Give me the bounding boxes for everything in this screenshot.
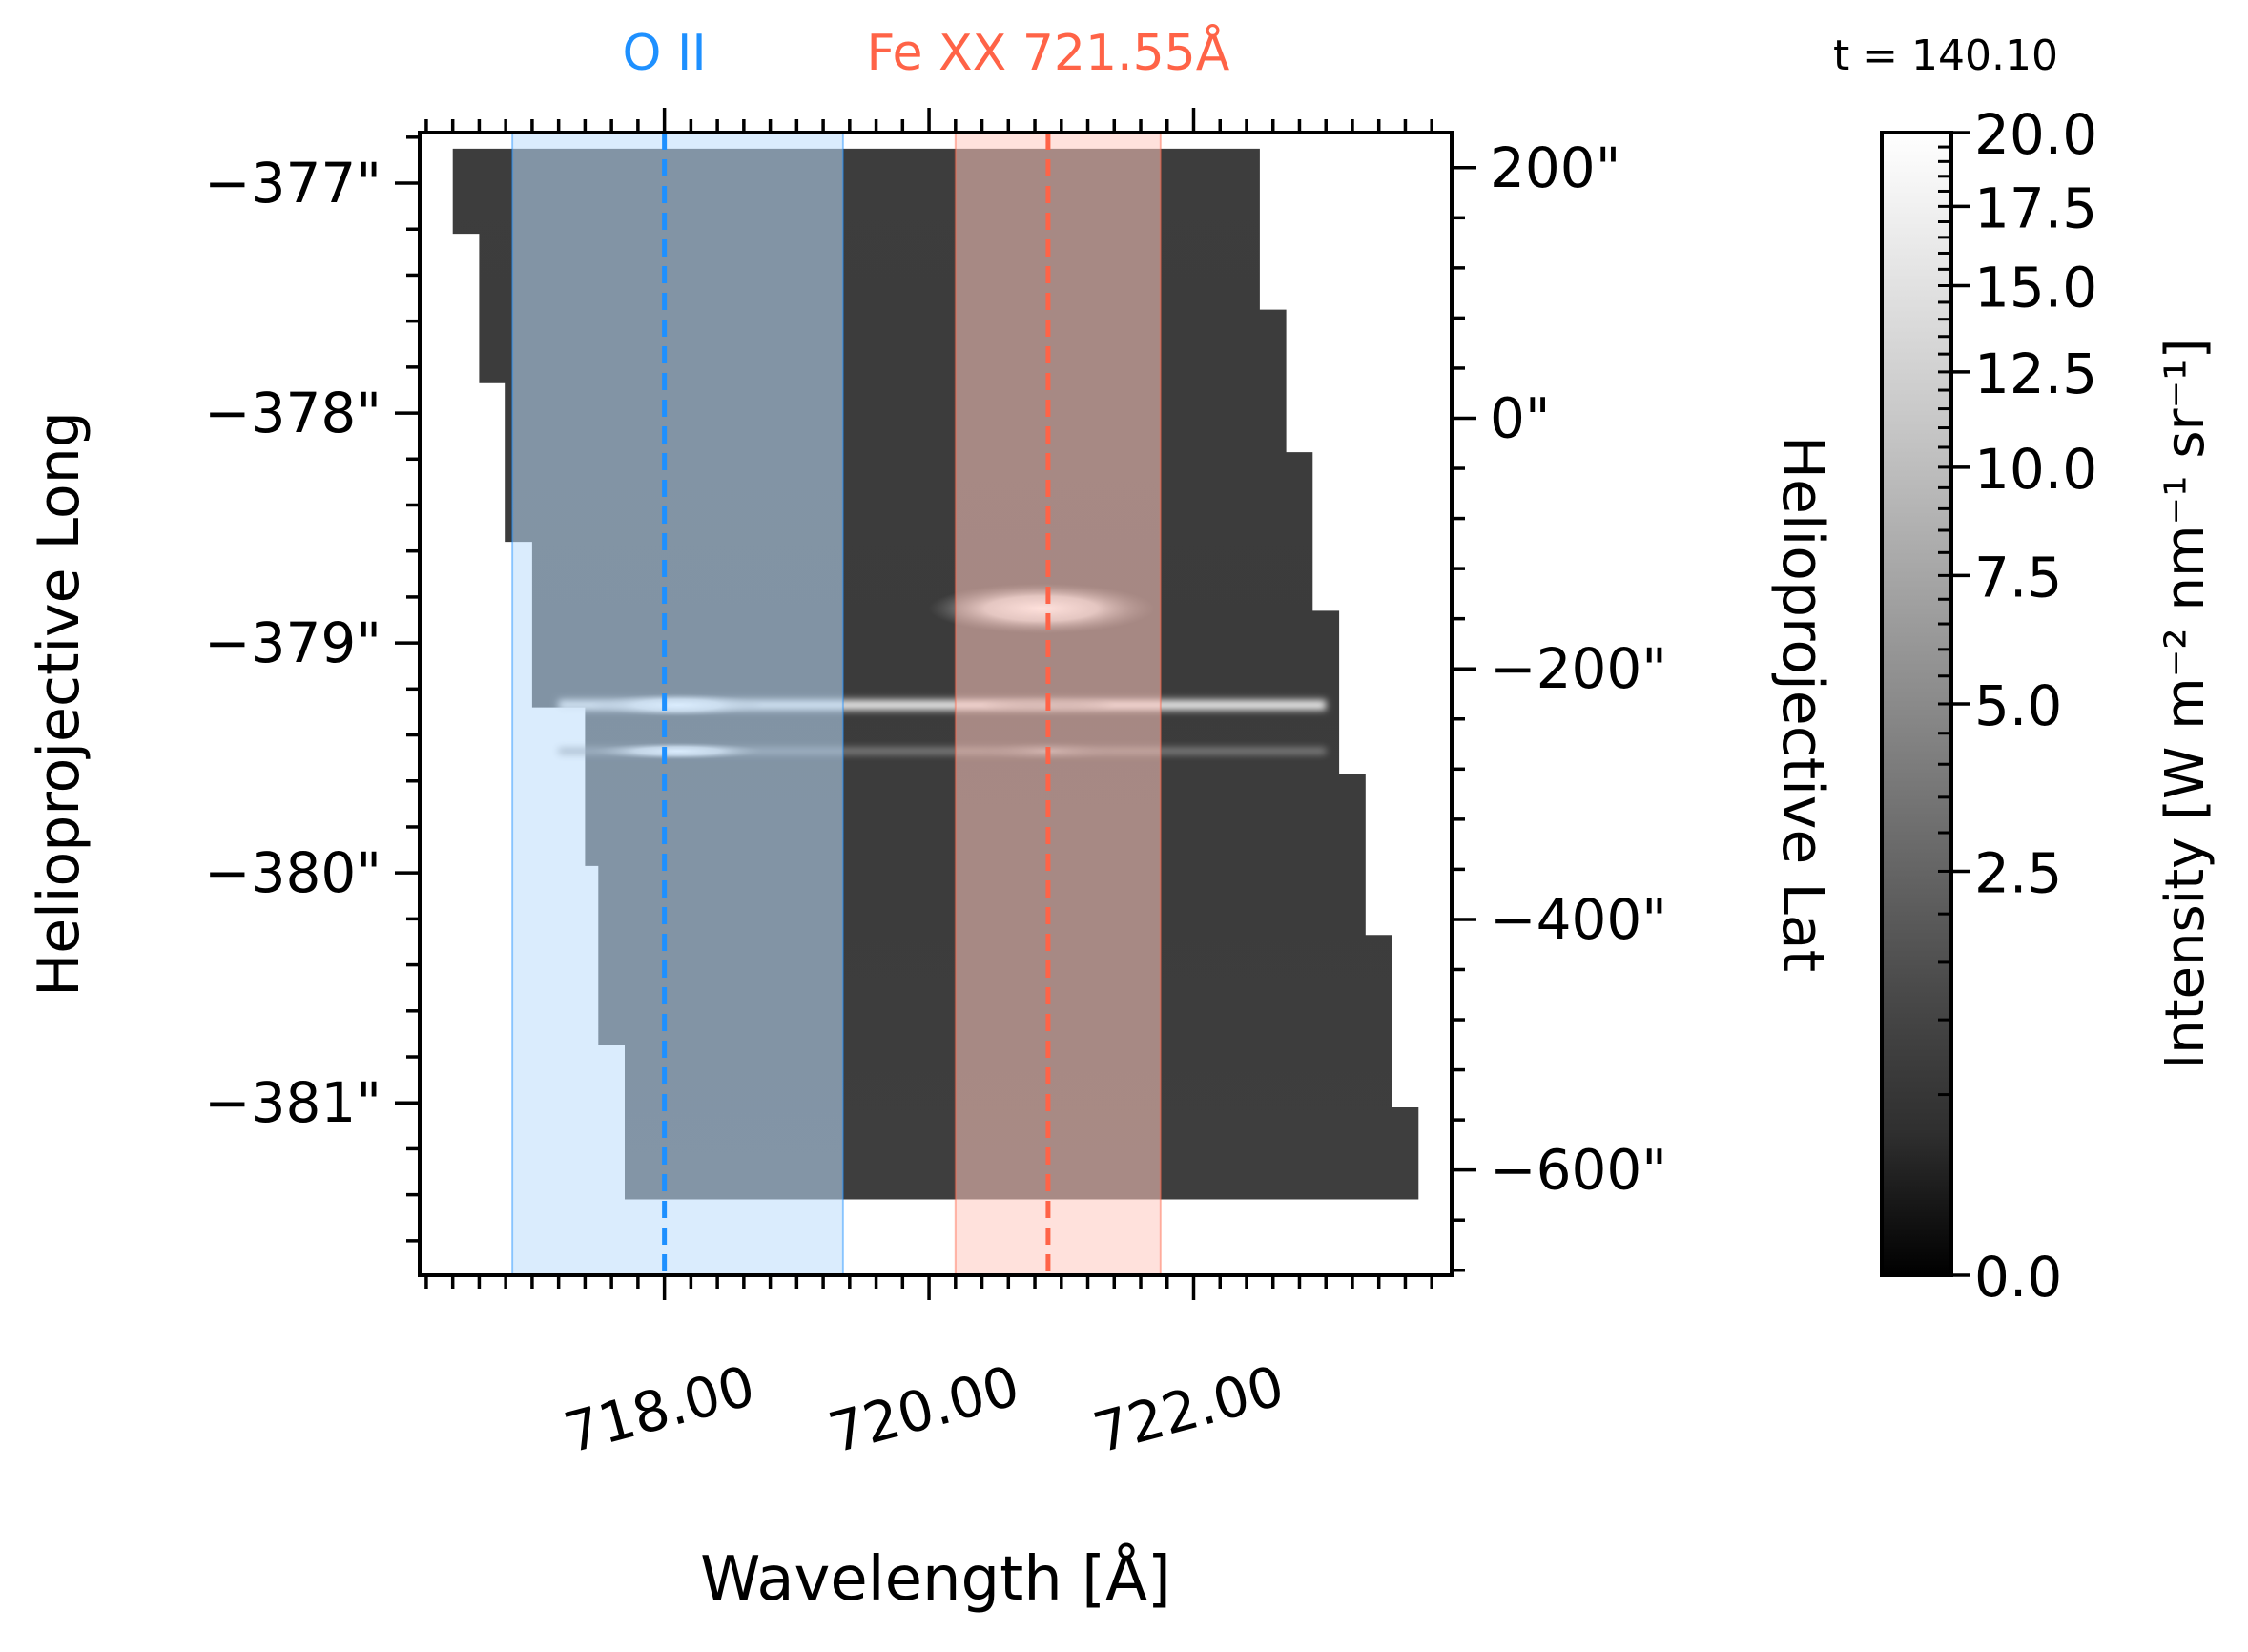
x-axis-ticks: 718.00 720.00 722.00 [424,1275,1433,1466]
line-window-band [954,132,1162,1276]
colorbar-tick-label: 12.5 [1974,341,2097,406]
colorbar-tick-label: 15.0 [1974,256,2097,320]
left-tick-label: −381" [204,1070,382,1135]
x-tick-label: 720.00 [822,1353,1026,1466]
left-axis-ticks: −377" −378" −379" −380" −381" [204,135,420,1243]
line-windows [511,132,1162,1276]
right-tick-label: −400" [1490,887,1667,952]
colorbar-label: Intensity [W m⁻² nm⁻¹ sr⁻¹] [2155,339,2217,1070]
left-tick-label: −380" [204,840,382,905]
colorbar-tick-label: 10.0 [1974,437,2097,502]
colorbar: 0.0 2.5 5.0 7.5 10.0 12.5 15.0 17.5 20.0 Intensi… [1880,102,2217,1310]
colorbar-tick-label: 20.0 [1974,102,2097,167]
line-label: O II [623,25,707,82]
emission-streak [558,748,1327,754]
x-tick-label: 718.00 [558,1353,762,1466]
left-axis-label: Helioprojective Long [26,411,93,997]
right-tick-label: −200" [1490,636,1667,701]
left-tick-label: −379" [204,610,382,675]
x-tick-label: 722.00 [1087,1353,1291,1466]
line-label: Fe XX 721.55Å [866,23,1229,82]
line-labels: O II Fe XX 721.55Å [623,23,1230,82]
time-label: t = 140.10 [1833,31,2058,80]
right-tick-label: −600" [1490,1138,1667,1203]
colorbar-tick-label: 2.5 [1974,840,2062,905]
colorbar-tick-label: 0.0 [1974,1245,2062,1310]
line-markers [662,133,1051,1275]
left-tick-label: −377" [204,151,382,216]
right-axis-label: Helioprojective Lat [1769,436,1836,972]
colorbar-ticks: 0.0 2.5 5.0 7.5 10.0 12.5 15.0 17.5 20.0 [1938,102,2097,1310]
line-window-band [511,132,844,1276]
plot-frame [418,131,1454,1277]
right-tick-label: 200" [1490,135,1620,200]
x-axis-label: Wavelength [Å] [700,1542,1171,1615]
colorbar-tick-label: 5.0 [1974,673,2062,738]
right-tick-label: 0" [1490,386,1551,451]
right-axis-ticks: 200" 0" −200" −400" −600" [1452,135,1667,1272]
plot-area: 718.00 720.00 722.00 −377"−378"−379"−380"−… [204,108,1667,1466]
top-axis-ticks [424,108,1433,133]
left-tick-label: −378" [204,381,382,445]
colorbar-tick-label: 17.5 [1974,176,2097,240]
colorbar-tick-label: 7.5 [1974,545,2062,609]
emission-streak [558,700,1327,711]
